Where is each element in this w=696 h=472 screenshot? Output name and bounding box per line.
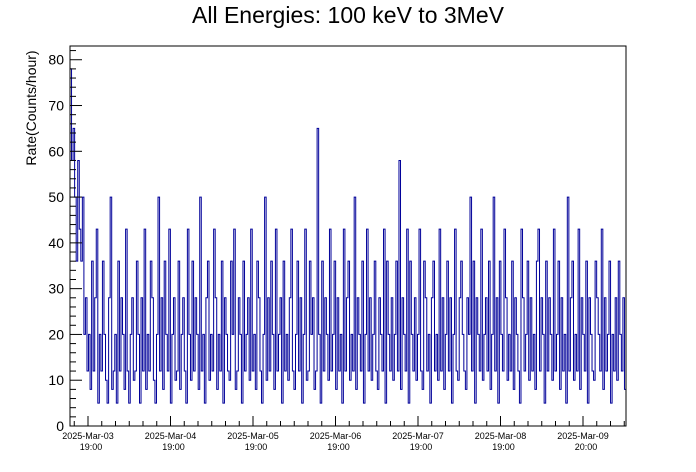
y-tick-label: 50	[48, 189, 64, 205]
x-tick-label: 2025-Mar-04	[145, 431, 197, 441]
chart-title: All Energies: 100 keV to 3MeV	[192, 2, 504, 28]
x-tick-label: 2025-Mar-07	[392, 431, 444, 441]
y-tick-label: 60	[48, 143, 64, 159]
x-tick-label: 19:00	[327, 442, 350, 452]
x-tick-label: 2025-Mar-09	[557, 431, 609, 441]
y-tick-label: 40	[48, 235, 64, 251]
axis-layer: 010203040506070802025-Mar-0319:002025-Ma…	[48, 50, 625, 452]
x-tick-label: 19:00	[245, 442, 268, 452]
y-tick-label: 30	[48, 281, 64, 297]
x-tick-label: 2025-Mar-06	[310, 431, 362, 441]
y-axis-label: Rate(Counts/hour)	[23, 50, 39, 165]
y-tick-label: 70	[48, 98, 64, 114]
x-tick-label: 19:00	[80, 442, 103, 452]
y-tick-label: 80	[48, 52, 64, 68]
x-tick-label: 2025-Mar-05	[227, 431, 279, 441]
series-line-0	[69, 68, 626, 426]
data-layer	[69, 68, 626, 426]
x-tick-label: 19:00	[492, 442, 515, 452]
x-tick-label: 2025-Mar-03	[62, 431, 114, 441]
x-tick-label: 2025-Mar-08	[475, 431, 527, 441]
x-tick-label: 20:00	[575, 442, 598, 452]
x-tick-label: 19:00	[162, 442, 185, 452]
y-tick-label: 20	[48, 326, 64, 342]
x-tick-label: 19:00	[410, 442, 433, 452]
y-tick-label: 10	[48, 372, 64, 388]
y-tick-label: 0	[56, 418, 64, 434]
plot-frame	[69, 45, 627, 427]
